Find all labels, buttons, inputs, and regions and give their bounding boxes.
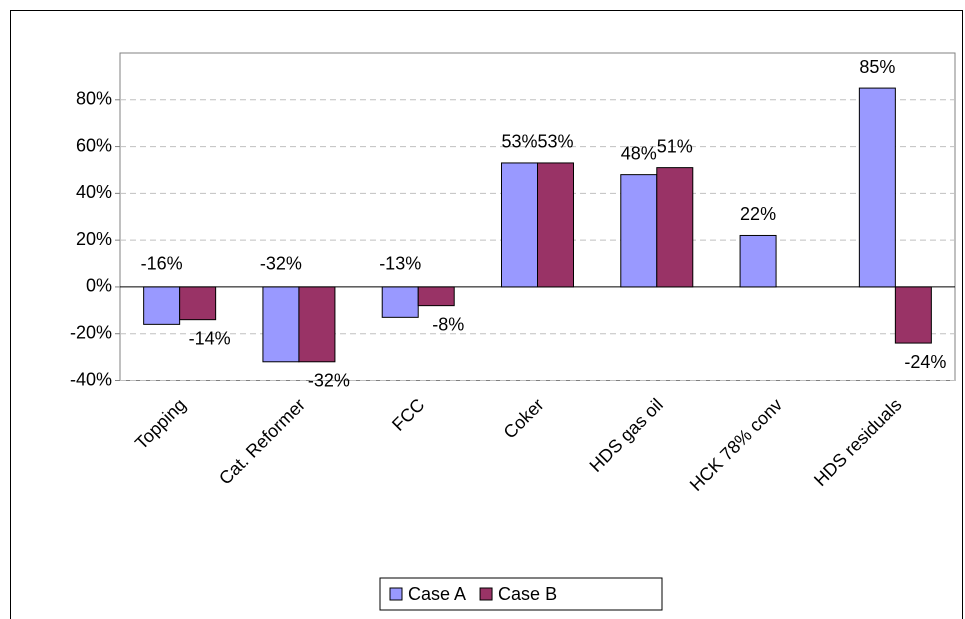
bar (501, 162, 538, 288)
y-tick-label: 40% (76, 182, 112, 202)
value-label: -8% (432, 314, 464, 334)
bar (894, 286, 932, 344)
bar (179, 286, 217, 321)
y-tick-label: -40% (70, 369, 112, 389)
bar (858, 87, 896, 288)
value-label: -16% (141, 254, 183, 274)
value-label: 53% (501, 132, 537, 152)
value-label: -14% (189, 328, 231, 348)
bar (620, 174, 658, 288)
value-label: 53% (537, 132, 573, 152)
y-tick-label: 20% (76, 229, 112, 249)
legend-label: Case A (408, 584, 466, 604)
value-label: 85% (859, 57, 895, 77)
y-tick-label: 0% (86, 276, 112, 296)
legend-swatch (479, 587, 493, 601)
value-label: -32% (308, 371, 350, 391)
value-label: -13% (379, 254, 421, 274)
value-label: -32% (260, 254, 302, 274)
bar (298, 286, 336, 363)
y-tick-label: -20% (70, 322, 112, 342)
value-label: 51% (657, 136, 693, 156)
value-label: -24% (904, 352, 946, 372)
value-label: 22% (740, 204, 776, 224)
bar (262, 286, 300, 363)
y-tick-label: 60% (76, 135, 112, 155)
legend-swatch (389, 587, 403, 601)
bar (656, 167, 694, 288)
legend-box (379, 577, 663, 611)
bar (739, 234, 777, 288)
bar (417, 286, 455, 307)
bar (143, 286, 181, 325)
legend-label: Case B (498, 584, 557, 604)
y-tick-label: 80% (76, 89, 112, 109)
bar (381, 286, 419, 318)
value-label: 48% (621, 143, 657, 163)
bar (537, 162, 574, 288)
